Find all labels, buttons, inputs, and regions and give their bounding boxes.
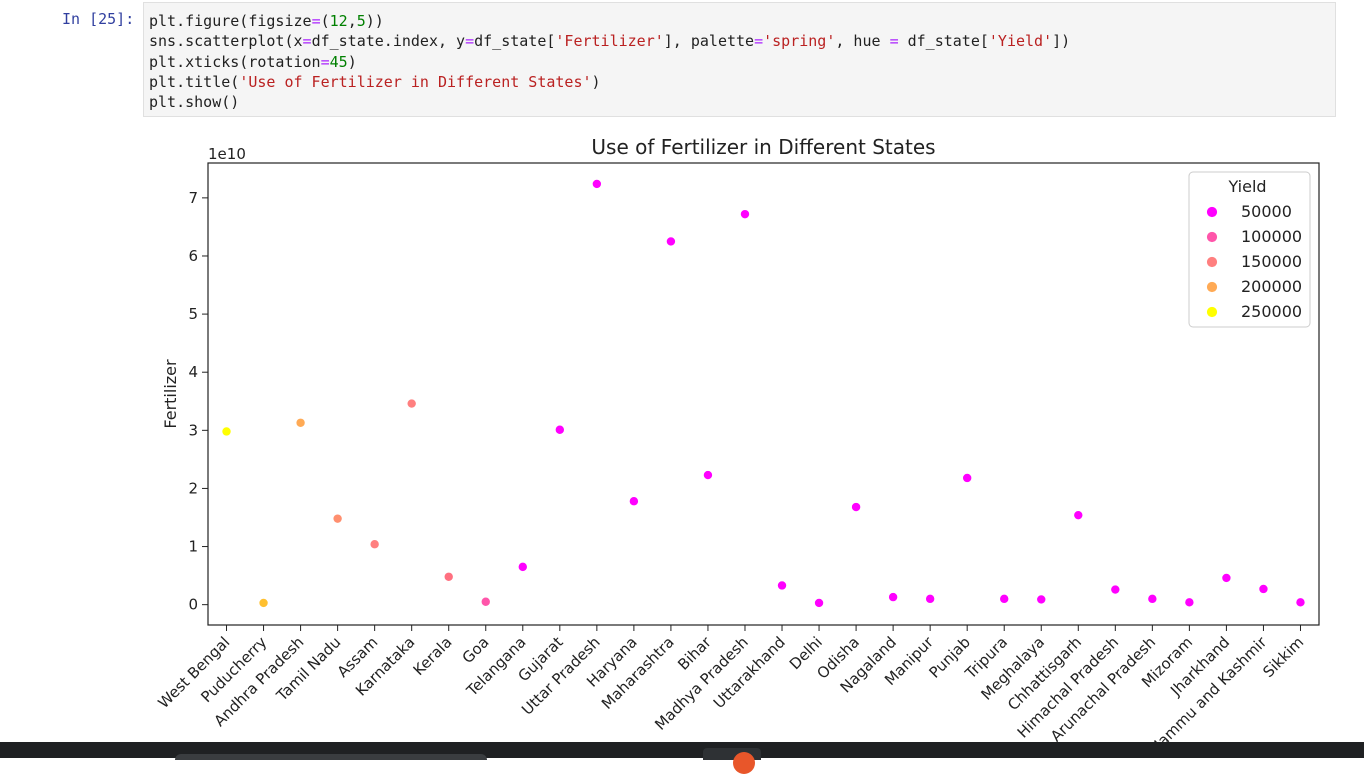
data-point [258, 597, 269, 608]
data-point [443, 571, 454, 582]
legend-marker [1206, 256, 1218, 268]
code-token: ) [347, 52, 357, 71]
code-token: = [465, 32, 475, 51]
code-token: df_state[ [474, 32, 556, 51]
code-token: ( [320, 12, 330, 30]
code-line: plt.title('Use of Fertilizer in Differen… [149, 73, 601, 91]
code-token: 5 [356, 12, 366, 30]
legend-label: 100000 [1241, 227, 1302, 246]
code-token: 'Fertilizer' [555, 32, 664, 51]
data-point [554, 424, 565, 435]
code-token: = [311, 12, 321, 30]
code-token: 'Use of Fertilizer in Different States' [239, 72, 592, 91]
y-tick-label: 5 [188, 305, 198, 323]
data-point [591, 178, 602, 189]
data-point [1221, 572, 1232, 583]
data-point [999, 593, 1010, 604]
y-tick-label: 7 [188, 189, 198, 207]
y-tick-label: 6 [188, 247, 198, 265]
y-tick-label: 0 [188, 596, 198, 614]
data-point [1073, 510, 1084, 521]
legend-label: 250000 [1241, 302, 1302, 321]
legend-marker [1206, 281, 1218, 293]
data-point [814, 597, 825, 608]
code-token: = [754, 32, 764, 51]
data-point [665, 236, 676, 247]
y-offset-label: 1e10 [208, 145, 246, 163]
data-point [702, 470, 713, 481]
code-editor[interactable]: plt.figure(figsize=(12,5)) sns.scatterpl… [149, 11, 1070, 112]
x-tick-label: Kerala [410, 633, 456, 679]
code-token: 'spring' [763, 32, 836, 51]
legend-label: 200000 [1241, 277, 1302, 296]
data-point [406, 398, 417, 409]
cell-output: Use of Fertilizer in Different States 1e1… [143, 125, 1343, 742]
taskbar-window-tab[interactable] [175, 754, 487, 760]
cell-prompt: In [25]: [62, 10, 135, 28]
data-point [777, 580, 788, 591]
code-line: plt.figure(figsize=(12,5)) [149, 12, 384, 30]
data-point [1036, 594, 1047, 605]
code-line: plt.show() [149, 93, 239, 111]
code-token: plt.xticks(rotation [149, 52, 321, 71]
code-token: sns.scatterplot(x [149, 32, 303, 51]
code-token: = [889, 32, 899, 51]
code-token: ) [591, 72, 601, 91]
data-point [739, 209, 750, 220]
y-tick-label: 3 [188, 421, 198, 439]
legend-marker [1206, 206, 1218, 218]
data-point [628, 496, 639, 507]
y-axis-label: Fertilizer [161, 359, 180, 429]
data-point [221, 426, 232, 437]
code-token: plt.figure(figsize [149, 12, 312, 30]
app-icon[interactable] [733, 752, 755, 774]
code-token: plt.show() [149, 93, 240, 112]
legend-marker [1206, 306, 1218, 318]
x-tick-label: Sikkim [1259, 633, 1307, 681]
code-token: ], palette [663, 32, 755, 51]
data-point [925, 593, 936, 604]
legend-label: 150000 [1241, 252, 1302, 271]
code-token: , [347, 12, 357, 30]
code-token: )) [365, 12, 384, 30]
scatter-chart: Use of Fertilizer in Different States 1e1… [154, 135, 1320, 742]
y-tick-label: 4 [188, 363, 198, 381]
code-token: = [302, 32, 312, 51]
data-point [480, 596, 491, 607]
legend-title: Yield [1227, 177, 1266, 196]
data-point [888, 592, 899, 603]
y-tick-label: 2 [188, 479, 198, 497]
code-token: ]) [1052, 32, 1071, 51]
code-token: df_state.index, y [311, 32, 466, 51]
data-point [962, 472, 973, 483]
code-token: 12 [329, 12, 348, 30]
data-point [1258, 583, 1269, 594]
chart-title: Use of Fertilizer in Different States [591, 135, 935, 159]
y-tick-label: 1 [188, 538, 198, 556]
legend-box [1188, 171, 1311, 328]
code-token: 'Yield' [988, 32, 1053, 51]
data-point [851, 502, 862, 513]
code-line: sns.scatterplot(x=df_state.index, y=df_s… [149, 32, 1070, 50]
code-token: 45 [329, 52, 348, 71]
plot-frame [207, 162, 1320, 626]
legend-label: 50000 [1241, 202, 1292, 221]
code-token: , hue [835, 32, 890, 51]
code-token: = [320, 52, 330, 71]
data-point [1110, 584, 1121, 595]
data-point [1184, 597, 1195, 608]
code-token: plt.title( [149, 72, 240, 91]
data-point [369, 539, 380, 550]
code-token: df_state[ [898, 32, 989, 51]
data-point [1295, 597, 1306, 608]
data-point [517, 561, 528, 572]
legend-marker [1206, 231, 1218, 243]
code-line: plt.xticks(rotation=45) [149, 53, 357, 71]
data-point [295, 417, 306, 428]
data-point [1147, 593, 1158, 604]
code-cell-input[interactable]: plt.figure(figsize=(12,5)) sns.scatterpl… [143, 2, 1336, 117]
data-point [332, 513, 343, 524]
